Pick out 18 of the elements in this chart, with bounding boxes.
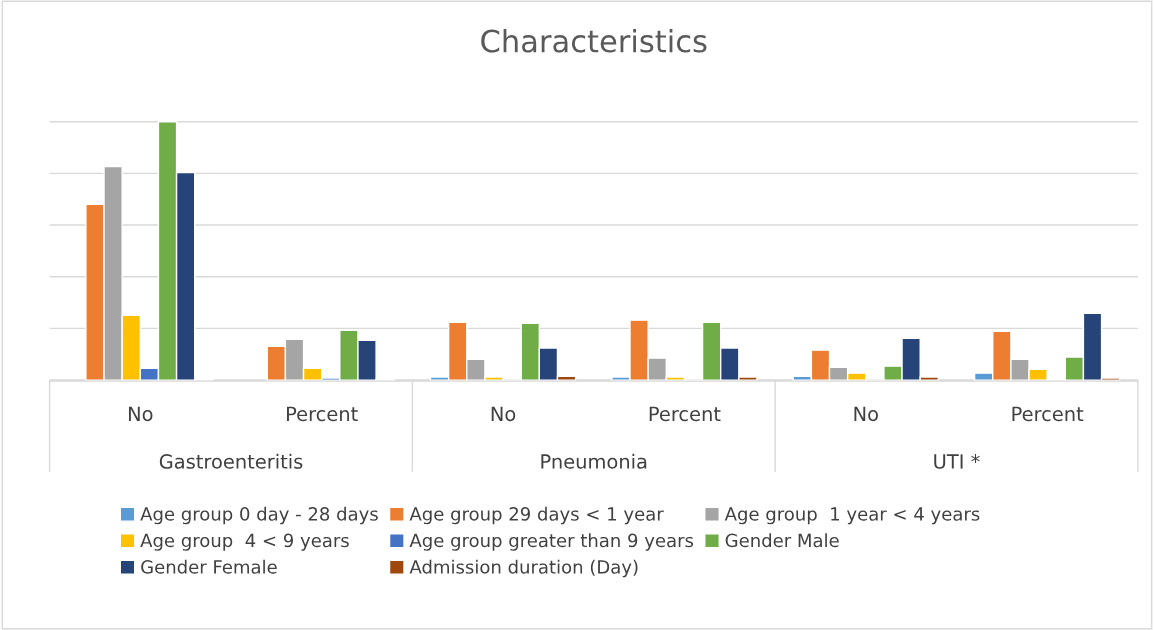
- text: Gastroenteritis: [159, 453, 303, 469]
- legend-label: Age group 4 < 9 years: [140, 533, 349, 551]
- chart-title: Characteristics: [481, 28, 707, 53]
- x-tick-label: No: [491, 406, 516, 422]
- x-tick-label: No: [854, 406, 878, 422]
- x-tick-label: Percent: [287, 406, 358, 422]
- legend-label: Age group 1 year < 4 years: [724, 507, 980, 525]
- legend-label: Gender Female: [141, 559, 277, 574]
- x-tick-label: No: [128, 406, 153, 422]
- legend-label: Age group 0 day - 28 days: [140, 506, 378, 525]
- legend-label: Gender Male: [725, 533, 839, 548]
- legend-label: Age group 29 days < 1 year: [409, 506, 664, 525]
- text: UTI *: [934, 454, 980, 469]
- legend-label: Admission duration (Day): [409, 559, 638, 578]
- x-tick-label: Percent: [649, 406, 721, 422]
- x-tick-label: Percent: [1012, 406, 1084, 422]
- legend-label: Age group greater than 9 years: [409, 533, 694, 551]
- text: Pneumonia: [541, 453, 647, 469]
